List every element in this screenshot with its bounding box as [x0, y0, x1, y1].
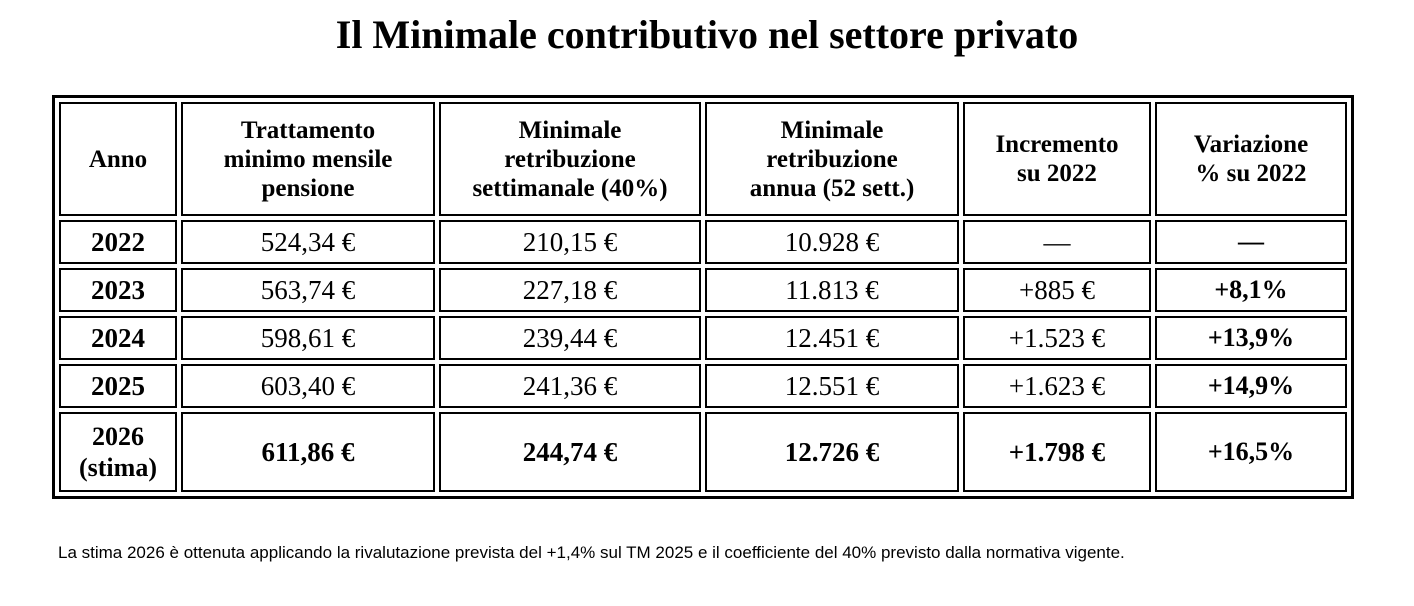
cell-incremento: —: [963, 220, 1151, 264]
cell-settimanale: 241,36 €: [439, 364, 701, 408]
footnote-text: La stima 2026 è ottenuta applicando la r…: [58, 543, 1125, 562]
header-minimale-annua: Minimale retribuzione annua (52 sett.): [705, 102, 959, 216]
cell-annua: 12.726 €: [705, 412, 959, 492]
cell-incremento: +1.623 €: [963, 364, 1151, 408]
cell-anno: 2022: [59, 220, 177, 264]
cell-trattamento: 524,34 €: [181, 220, 435, 264]
header-minimale-settimanale: Minimale retribuzione settimanale (40%): [439, 102, 701, 216]
cell-annua: 12.451 €: [705, 316, 959, 360]
cell-variazione: +16,5%: [1155, 412, 1347, 492]
cell-annua: 11.813 €: [705, 268, 959, 312]
row-2026-stima: 2026 (stima) 611,86 € 244,74 € 12.726 € …: [59, 412, 1347, 492]
header-variazione: Variazione % su 2022: [1155, 102, 1347, 216]
cell-settimanale: 227,18 €: [439, 268, 701, 312]
row-2023: 2023 563,74 € 227,18 € 11.813 € +885 € +…: [59, 268, 1347, 312]
cell-trattamento: 598,61 €: [181, 316, 435, 360]
cell-trattamento: 611,86 €: [181, 412, 435, 492]
cell-variazione: +14,9%: [1155, 364, 1347, 408]
cell-anno: 2025: [59, 364, 177, 408]
cell-variazione: —: [1155, 220, 1347, 264]
cell-incremento: +1.798 €: [963, 412, 1151, 492]
table-body: 2022 524,34 € 210,15 € 10.928 € — — 2023…: [59, 220, 1347, 492]
cell-settimanale: 210,15 €: [439, 220, 701, 264]
cell-settimanale: 244,74 €: [439, 412, 701, 492]
page-title: Il Minimale contributivo nel settore pri…: [335, 12, 1079, 57]
cell-anno: 2023: [59, 268, 177, 312]
header-trattamento-minimo: Trattamento minimo mensile pensione: [181, 102, 435, 216]
row-2025: 2025 603,40 € 241,36 € 12.551 € +1.623 €…: [59, 364, 1347, 408]
cell-annua: 10.928 €: [705, 220, 959, 264]
cell-settimanale: 239,44 €: [439, 316, 701, 360]
cell-incremento: +1.523 €: [963, 316, 1151, 360]
cell-variazione: +13,9%: [1155, 316, 1347, 360]
contribution-minimum-table: Anno Trattamento minimo mensile pensione…: [52, 95, 1354, 499]
header-row: Anno Trattamento minimo mensile pensione…: [59, 102, 1347, 216]
header-anno: Anno: [59, 102, 177, 216]
row-2024: 2024 598,61 € 239,44 € 12.451 € +1.523 €…: [59, 316, 1347, 360]
cell-trattamento: 563,74 €: [181, 268, 435, 312]
table-header: Anno Trattamento minimo mensile pensione…: [59, 102, 1347, 216]
cell-annua: 12.551 €: [705, 364, 959, 408]
row-2022: 2022 524,34 € 210,15 € 10.928 € — —: [59, 220, 1347, 264]
cell-trattamento: 603,40 €: [181, 364, 435, 408]
cell-incremento: +885 €: [963, 268, 1151, 312]
cell-anno: 2026 (stima): [59, 412, 177, 492]
cell-variazione: +8,1%: [1155, 268, 1347, 312]
header-incremento: Incremento su 2022: [963, 102, 1151, 216]
cell-anno: 2024: [59, 316, 177, 360]
